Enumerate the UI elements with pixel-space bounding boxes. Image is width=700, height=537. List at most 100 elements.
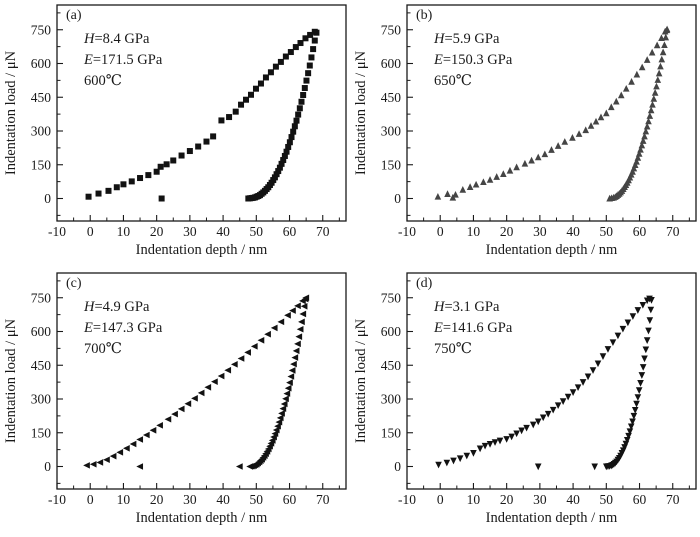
plot-frame <box>406 4 697 222</box>
loading-series <box>85 28 318 200</box>
x-tick-label: 10 <box>117 492 131 507</box>
data-marker <box>123 444 130 452</box>
annotation-line: H=3.1 GPa <box>433 299 500 315</box>
data-marker <box>513 163 520 171</box>
data-marker <box>171 410 178 418</box>
panel-a-plot: -10 0 10 20 30 40 50 60 70 0 150 300 450 600 750 Indent… <box>3 4 347 258</box>
data-marker <box>218 117 225 124</box>
data-marker <box>476 445 484 453</box>
data-marker <box>217 372 225 380</box>
data-marker <box>654 76 662 83</box>
data-marker <box>463 452 471 460</box>
data-marker <box>293 117 300 124</box>
data-marker <box>493 173 500 180</box>
data-marker <box>638 63 646 71</box>
data-marker <box>491 439 499 446</box>
data-marker <box>288 134 295 141</box>
panel-label: (d) <box>416 276 433 291</box>
data-marker <box>622 84 630 92</box>
data-marker <box>191 395 198 402</box>
x-tick-label: 70 <box>666 492 680 507</box>
data-marker <box>83 462 90 469</box>
data-marker <box>116 449 124 456</box>
data-marker <box>195 143 202 150</box>
annotation-line: H=8.4 GPa <box>83 31 150 47</box>
data-marker <box>639 364 647 371</box>
data-marker <box>292 347 300 355</box>
data-marker <box>518 427 525 435</box>
data-marker <box>633 70 641 78</box>
data-marker <box>277 58 284 65</box>
data-marker <box>245 195 252 202</box>
data-marker <box>655 69 663 77</box>
data-marker <box>443 459 451 467</box>
x-tick-label: 40 <box>566 492 580 507</box>
data-marker <box>648 297 655 304</box>
panel-c-plot: -10 0 10 20 30 40 50 60 70 0 150 300 450 600 750 Indent… <box>3 272 347 526</box>
plot-frame <box>56 272 347 490</box>
data-marker <box>554 402 562 410</box>
data-marker <box>623 436 631 444</box>
x-tick-label: 40 <box>216 224 230 239</box>
data-marker <box>523 424 530 432</box>
data-marker <box>444 190 451 197</box>
data-marker <box>252 85 259 92</box>
data-marker <box>506 166 514 174</box>
data-marker <box>302 35 309 42</box>
data-marker <box>641 355 648 363</box>
data-marker <box>210 133 217 140</box>
data-marker <box>295 111 302 118</box>
data-marker <box>232 108 239 115</box>
data-marker <box>663 26 671 34</box>
x-tick-label: 60 <box>633 492 647 507</box>
data-marker <box>626 428 634 436</box>
y-tick-label: 150 <box>31 425 52 440</box>
data-marker <box>604 346 612 353</box>
x-tick-label: 0 <box>437 224 444 239</box>
x-axis-label: Indentation depth / nm <box>136 242 268 258</box>
data-marker <box>307 31 314 38</box>
data-marker <box>592 117 600 125</box>
data-marker <box>286 139 293 146</box>
data-marker <box>276 164 283 171</box>
y-tick-label: 0 <box>44 459 51 474</box>
x-axis-label: Indentation depth / nm <box>486 510 618 526</box>
y-tick-label: 300 <box>381 124 402 139</box>
data-marker <box>452 190 459 198</box>
data-marker <box>599 353 607 360</box>
data-marker <box>662 33 670 41</box>
data-marker <box>643 337 651 344</box>
x-tick-label: 30 <box>183 224 197 239</box>
data-marker <box>650 95 658 102</box>
data-marker <box>637 380 644 387</box>
panel-d-750c: -10 0 10 20 30 40 50 60 70 0 150 300 450 600 750 Indent… <box>350 268 700 536</box>
data-marker <box>653 82 660 90</box>
data-marker <box>435 461 442 469</box>
data-marker <box>634 307 642 314</box>
data-marker <box>290 360 297 368</box>
data-marker <box>597 113 605 121</box>
data-marker <box>177 405 185 413</box>
annotation-line: E=141.6 GPa <box>433 320 513 336</box>
data-marker <box>559 398 567 405</box>
data-marker <box>629 418 636 426</box>
unloading-series <box>603 297 655 471</box>
x-tick-label: 50 <box>250 224 264 239</box>
data-marker <box>639 301 647 309</box>
panel-a-600c: -10 0 10 20 30 40 50 60 70 0 150 300 450 600 750 Indent… <box>0 0 350 268</box>
data-marker <box>486 441 494 448</box>
data-marker <box>157 163 164 170</box>
data-marker <box>561 138 569 145</box>
data-marker <box>184 400 192 408</box>
data-marker <box>272 63 279 70</box>
y-tick-label: 450 <box>381 90 402 105</box>
data-marker <box>633 400 640 408</box>
data-marker <box>300 92 307 98</box>
data-marker <box>305 70 312 77</box>
x-axis-label: Indentation depth / nm <box>136 510 268 526</box>
x-tick-label: 60 <box>283 224 297 239</box>
y-tick-label: 750 <box>381 22 402 37</box>
y-tick-label: 600 <box>31 324 52 339</box>
data-marker <box>614 332 622 340</box>
data-marker <box>282 53 289 60</box>
